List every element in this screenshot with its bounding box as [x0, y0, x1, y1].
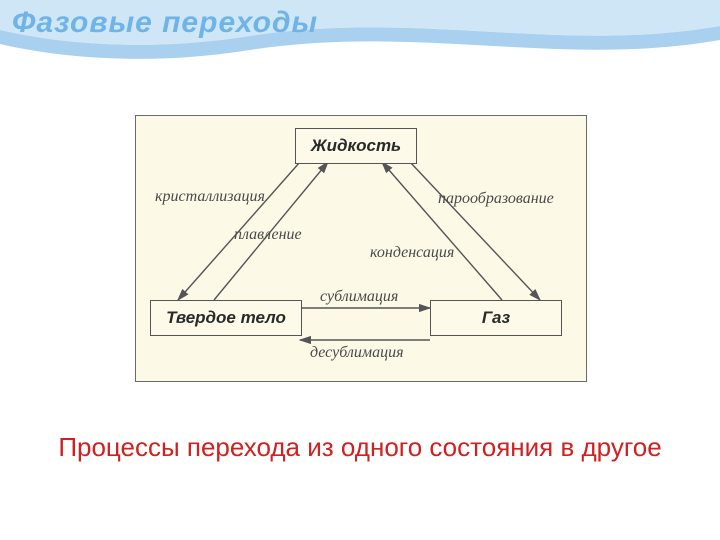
edge-label-5: десублимация	[310, 344, 404, 362]
node-gas: Газ	[430, 300, 562, 336]
edge-label-2: парообразование	[438, 190, 554, 208]
edge-label-4: сублимация	[320, 288, 398, 306]
edge-label-1: плавление	[234, 226, 302, 244]
edge-3	[382, 162, 502, 300]
node-gas-label: Газ	[482, 308, 510, 327]
node-solid: Твердое тело	[150, 300, 302, 336]
caption: Процессы перехода из одного состояния в …	[0, 432, 720, 463]
node-liquid: Жидкость	[295, 128, 417, 164]
node-solid-label: Твердое тело	[166, 308, 286, 327]
edge-label-3: конденсация	[370, 244, 454, 262]
node-liquid-label: Жидкость	[311, 136, 401, 155]
edge-2	[410, 162, 540, 300]
edge-label-0: кристаллизация	[155, 188, 265, 206]
